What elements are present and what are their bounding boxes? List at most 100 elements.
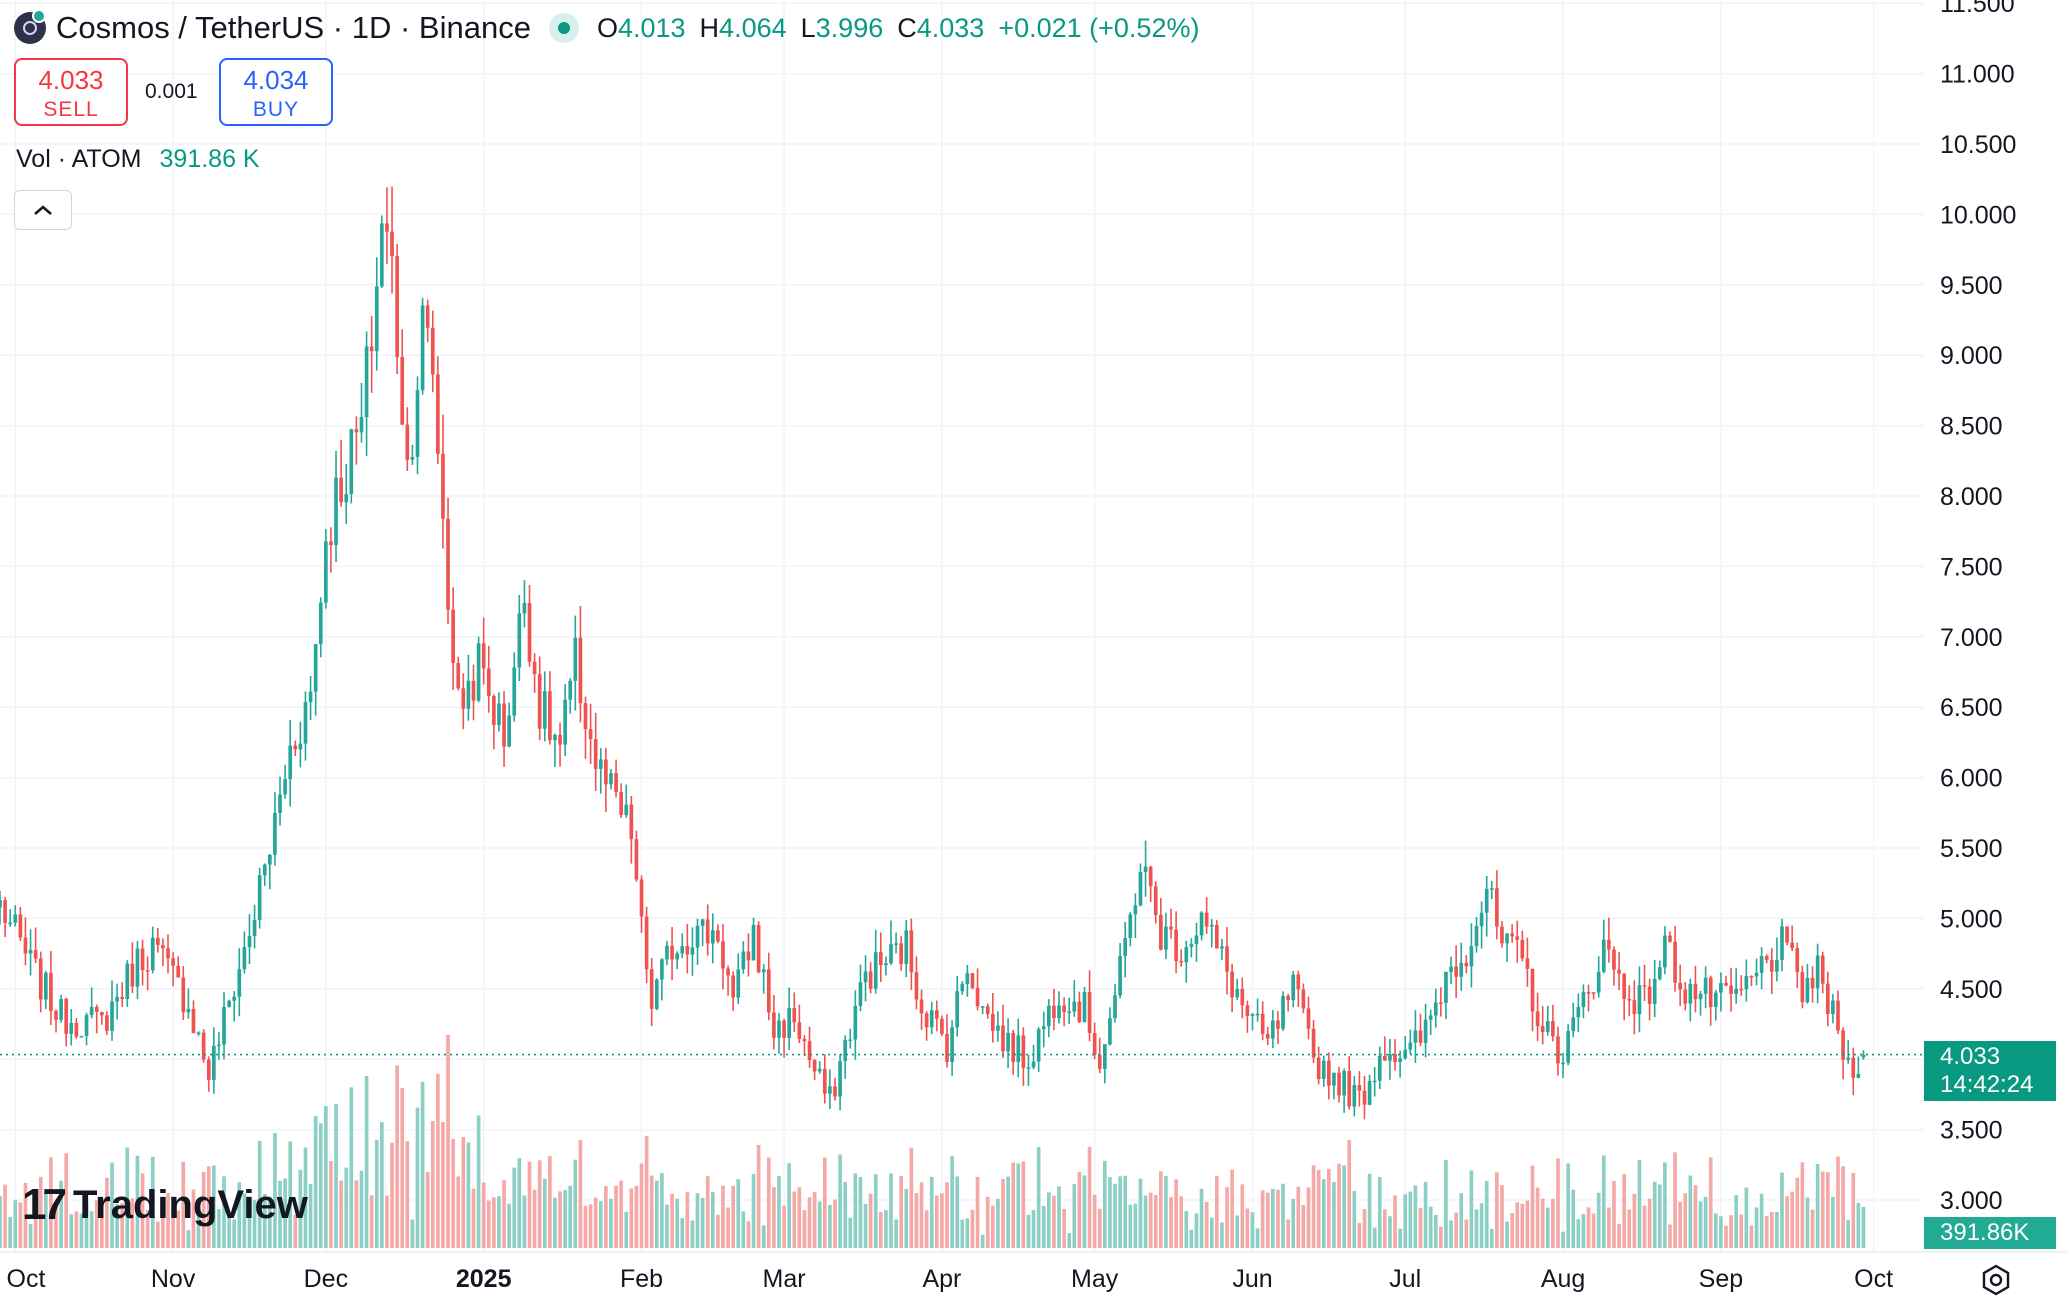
candle-body[interactable]: [889, 944, 893, 964]
candle-body[interactable]: [1754, 972, 1759, 977]
candle-body[interactable]: [863, 971, 868, 983]
candle-body[interactable]: [237, 969, 242, 997]
candle-body[interactable]: [1179, 961, 1184, 963]
candle-body[interactable]: [517, 613, 522, 668]
candle-body[interactable]: [1769, 960, 1774, 972]
candle-body[interactable]: [868, 971, 873, 989]
candle-body[interactable]: [639, 879, 644, 917]
candle-body[interactable]: [1276, 1020, 1280, 1029]
candle-body[interactable]: [1153, 886, 1158, 915]
candle-body[interactable]: [1540, 1026, 1545, 1033]
candle-body[interactable]: [1739, 988, 1744, 991]
candle-body[interactable]: [1607, 939, 1611, 950]
candle-body[interactable]: [430, 327, 435, 375]
candle-body[interactable]: [1306, 1008, 1311, 1029]
candle-body[interactable]: [1342, 1070, 1346, 1096]
candle-body[interactable]: [929, 1010, 934, 1028]
candle-body[interactable]: [1235, 988, 1240, 998]
candle-body[interactable]: [1001, 1025, 1005, 1052]
candle-body[interactable]: [975, 987, 980, 1007]
candle-body[interactable]: [339, 477, 343, 503]
candle-body[interactable]: [812, 1060, 817, 1072]
candle-body[interactable]: [685, 946, 690, 955]
candle-body[interactable]: [644, 916, 649, 970]
candle-body[interactable]: [1637, 985, 1642, 1015]
candle-body[interactable]: [1708, 977, 1713, 1008]
candle-body[interactable]: [731, 975, 735, 998]
candle-body[interactable]: [1489, 888, 1494, 890]
candle-body[interactable]: [49, 972, 53, 1011]
candle-body[interactable]: [313, 644, 318, 692]
candle-body[interactable]: [318, 602, 323, 645]
candle-body[interactable]: [1520, 939, 1525, 959]
candle-body[interactable]: [1413, 1030, 1418, 1043]
candle-body[interactable]: [1291, 974, 1296, 1001]
candle-body[interactable]: [598, 759, 603, 769]
candle-body[interactable]: [1551, 1021, 1555, 1037]
candle-body[interactable]: [1464, 962, 1469, 967]
candle-body[interactable]: [782, 1020, 786, 1038]
candle-body[interactable]: [899, 943, 904, 964]
candle-body[interactable]: [1189, 944, 1194, 947]
candle-body[interactable]: [1011, 1032, 1016, 1063]
candle-body[interactable]: [873, 952, 878, 989]
candle-body[interactable]: [1352, 1085, 1357, 1107]
candle-body[interactable]: [1301, 989, 1306, 1009]
candle-body[interactable]: [1347, 1070, 1352, 1107]
candle-body[interactable]: [1041, 1026, 1046, 1030]
candle-body[interactable]: [242, 947, 247, 970]
candle-body[interactable]: [415, 390, 420, 457]
candle-body[interactable]: [212, 1045, 216, 1080]
candle-body[interactable]: [150, 937, 155, 971]
candle-body[interactable]: [996, 1025, 1000, 1031]
candle-body[interactable]: [1479, 912, 1484, 927]
candle-body[interactable]: [1393, 1054, 1397, 1063]
candle-body[interactable]: [130, 963, 135, 987]
candle-body[interactable]: [705, 919, 710, 944]
candle-body[interactable]: [619, 792, 623, 815]
candle-body[interactable]: [1332, 1072, 1336, 1086]
candle-body[interactable]: [252, 919, 257, 936]
candle-body[interactable]: [1576, 1006, 1581, 1018]
candle-body[interactable]: [135, 948, 140, 987]
candle-body[interactable]: [283, 779, 287, 795]
candle-body[interactable]: [176, 965, 181, 978]
candle-body[interactable]: [420, 305, 425, 391]
candle-body[interactable]: [115, 996, 119, 1002]
candle-body[interactable]: [288, 745, 293, 780]
candle-body[interactable]: [69, 1022, 74, 1034]
candle-body[interactable]: [609, 773, 613, 785]
candle-body[interactable]: [1148, 866, 1153, 887]
candle-body[interactable]: [1255, 1013, 1260, 1016]
candle-body[interactable]: [945, 1033, 949, 1062]
candle-body[interactable]: [1678, 982, 1682, 990]
candle-body[interactable]: [3, 900, 7, 923]
candle-body[interactable]: [1006, 1032, 1010, 1052]
candle-body[interactable]: [634, 839, 639, 880]
candle-body[interactable]: [1693, 983, 1698, 1000]
candle-body[interactable]: [1683, 989, 1688, 1004]
candle-body[interactable]: [955, 991, 960, 1028]
candle-body[interactable]: [486, 668, 491, 696]
candle-body[interactable]: [1459, 962, 1464, 977]
candle-body[interactable]: [217, 1044, 221, 1047]
candle-body[interactable]: [1327, 1060, 1331, 1086]
candle-body[interactable]: [1260, 1013, 1265, 1034]
candle-body[interactable]: [507, 715, 511, 747]
candle-body[interactable]: [853, 1005, 858, 1040]
candle-body[interactable]: [1225, 946, 1229, 972]
candle-body[interactable]: [843, 1039, 848, 1062]
candle-body[interactable]: [1703, 977, 1708, 994]
candle-body[interactable]: [18, 914, 23, 938]
candle-body[interactable]: [1652, 978, 1657, 1005]
candle-body[interactable]: [1510, 933, 1514, 937]
candle-body[interactable]: [573, 637, 578, 681]
candle-body[interactable]: [125, 963, 130, 1000]
candle-body[interactable]: [909, 930, 914, 973]
candle-body[interactable]: [1622, 973, 1626, 1000]
candle-body[interactable]: [166, 948, 170, 959]
candle-body[interactable]: [1204, 912, 1209, 927]
candle-body[interactable]: [110, 1001, 114, 1031]
candle-body[interactable]: [1795, 948, 1800, 973]
